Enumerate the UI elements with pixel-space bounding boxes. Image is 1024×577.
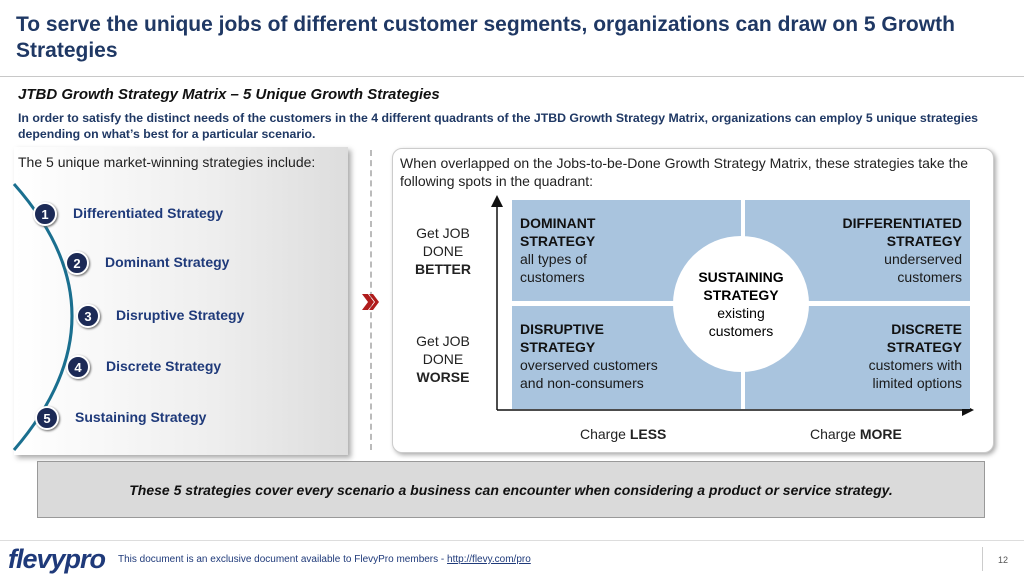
footer-link[interactable]: http://flevy.com/pro xyxy=(447,554,531,565)
list-heading: The 5 unique market-winning strategies i… xyxy=(18,154,316,170)
logo: flevypro xyxy=(8,544,106,574)
x-label: Charge MORE xyxy=(810,426,902,442)
conclusion: These 5 strategies cover every scenario … xyxy=(37,461,985,518)
chevron-shape xyxy=(362,294,379,310)
page-divider xyxy=(982,547,983,571)
item-number: 5 xyxy=(35,406,59,430)
chevron xyxy=(362,294,379,310)
item-label: Discrete Strategy xyxy=(106,358,222,374)
item-label: Differentiated Strategy xyxy=(73,205,224,221)
quadrant-title: DOMINANT STRATEGY xyxy=(520,215,596,249)
x-label-emphasis: LESS xyxy=(629,426,667,442)
subtitle: JTBD Growth Strategy Matrix – 5 Unique G… xyxy=(18,86,440,103)
quadrant-description: customers with limited options xyxy=(868,357,962,391)
y-label-text: Get JOB DONE xyxy=(416,333,470,367)
item-number: 1 xyxy=(33,202,57,226)
title-rule xyxy=(0,76,1024,77)
x-label: Charge LESS xyxy=(580,426,666,442)
x-label-emphasis: MORE xyxy=(859,426,902,442)
page-number: 12 xyxy=(998,555,1009,565)
item-number: 4 xyxy=(66,355,90,379)
center-circle: SUSTAINING STRATEGY existing customers xyxy=(673,236,809,372)
footer-text: This document is an exclusive document a… xyxy=(118,554,448,565)
y-label: Get JOB DONE BETTER xyxy=(398,224,488,278)
strategy-list-panel xyxy=(14,147,348,455)
y-label: Get JOB DONE WORSE xyxy=(398,332,488,386)
x-label-text: Charge xyxy=(580,426,626,442)
intro-text: In order to satisfy the distinct needs o… xyxy=(18,111,979,141)
quadrant-title: DISCRETE STRATEGY xyxy=(886,321,962,355)
item-label: Sustaining Strategy xyxy=(75,409,207,425)
item-number: 3 xyxy=(76,304,100,328)
x-label-text: Charge xyxy=(810,426,856,442)
center-description: existing customers xyxy=(708,305,774,339)
y-label-emphasis: BETTER xyxy=(415,261,471,277)
quadrant-description: underserved customers xyxy=(884,251,962,285)
quadrant-description: all types of customers xyxy=(520,251,587,285)
footer-note: This document is an exclusive document a… xyxy=(118,554,531,565)
center-title: SUSTAINING STRATEGY xyxy=(698,269,784,303)
y-label-emphasis: WORSE xyxy=(416,369,470,385)
item-label: Disruptive Strategy xyxy=(116,307,245,323)
quadrant-description: overserved customers and non-consumers xyxy=(520,357,658,391)
slide-title: To serve the unique jobs of different cu… xyxy=(16,13,955,62)
item-number: 2 xyxy=(65,251,89,275)
y-label-text: Get JOB DONE xyxy=(416,225,470,259)
matrix-heading: When overlapped on the Jobs-to-be-Done G… xyxy=(400,155,969,189)
matrix-axes xyxy=(491,195,974,416)
item-label: Dominant Strategy xyxy=(105,254,230,270)
quadrant-title: DIFFERENTIATED STRATEGY xyxy=(842,215,962,249)
quadrant-title: DISRUPTIVE STRATEGY xyxy=(520,321,605,355)
footer: flevypro This document is an exclusive d… xyxy=(0,540,1024,577)
